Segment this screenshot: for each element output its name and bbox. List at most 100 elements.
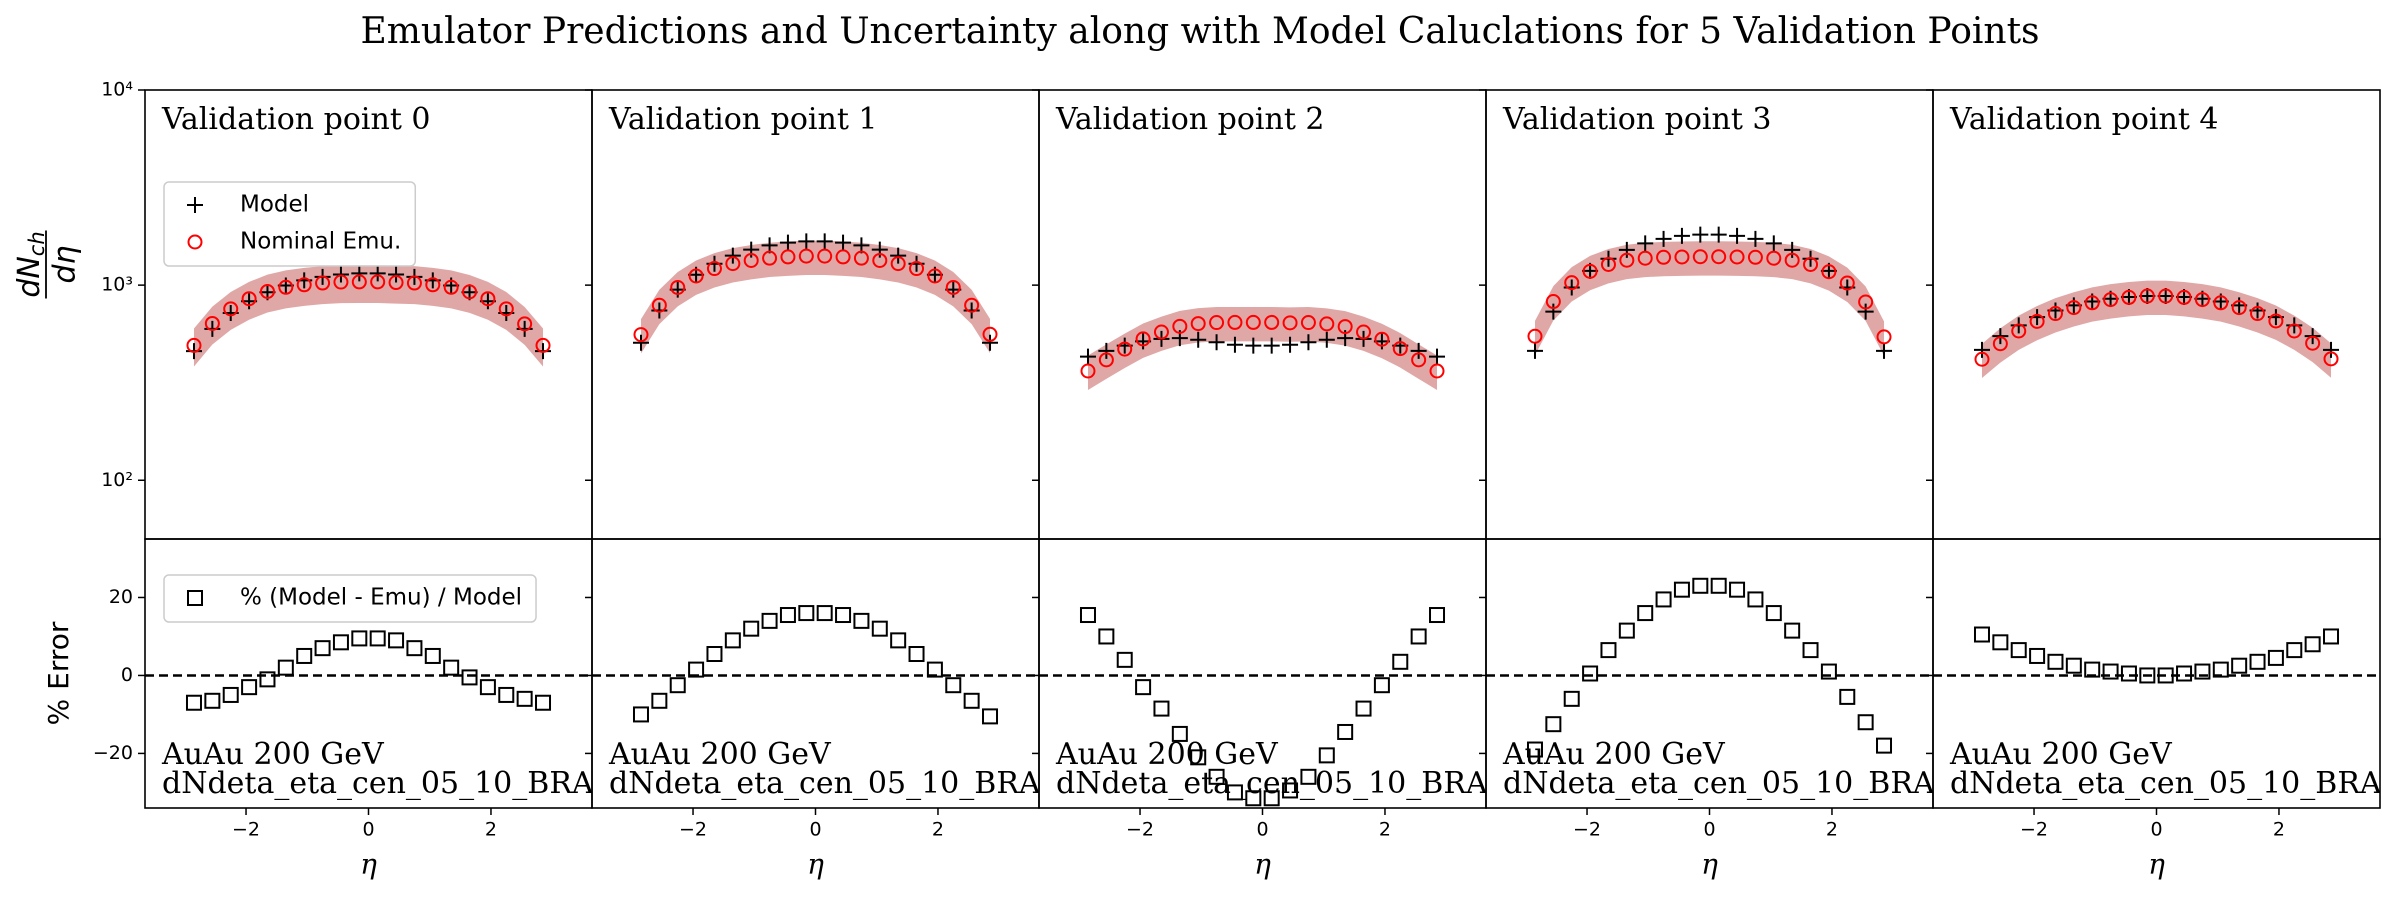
emulator-marker bbox=[223, 301, 239, 317]
model-marker bbox=[1857, 303, 1874, 320]
error-marker bbox=[890, 632, 907, 649]
error-marker bbox=[2249, 653, 2266, 670]
emulator-marker bbox=[1974, 351, 1990, 367]
legend-label: Model bbox=[240, 192, 309, 218]
y-tick-label: 20 bbox=[109, 586, 133, 608]
annotation: dNdeta_eta_cen_05_10_BRAH bbox=[609, 766, 1067, 801]
emulator-marker bbox=[890, 256, 906, 272]
error-marker bbox=[1600, 642, 1617, 659]
error-marker bbox=[816, 605, 833, 622]
model-marker bbox=[835, 234, 852, 251]
y-label-denominator: dη bbox=[48, 245, 83, 283]
error-marker bbox=[2102, 663, 2119, 680]
plot-area bbox=[1486, 577, 1933, 758]
emulator-marker bbox=[278, 279, 294, 295]
error-marker bbox=[498, 686, 515, 703]
error-marker bbox=[706, 646, 723, 663]
model-marker bbox=[1545, 303, 1562, 320]
x-tick-label: 2 bbox=[1379, 819, 1391, 841]
model-marker bbox=[1618, 241, 1635, 258]
model-marker bbox=[369, 265, 386, 282]
error-marker bbox=[1429, 607, 1446, 624]
error-marker bbox=[2120, 665, 2137, 682]
x-tick-label: 0 bbox=[2150, 819, 2162, 841]
model-marker bbox=[1429, 348, 1446, 365]
emulator-marker bbox=[1282, 315, 1298, 331]
emulator-marker bbox=[1135, 331, 1151, 347]
error-marker bbox=[1190, 749, 1207, 766]
error-marker bbox=[1973, 626, 1990, 643]
error-marker bbox=[1355, 700, 1372, 717]
plot-area bbox=[185, 265, 552, 367]
emulator-marker bbox=[1411, 352, 1427, 368]
emulator-marker bbox=[2121, 289, 2137, 305]
error-marker bbox=[1208, 768, 1225, 785]
error-marker bbox=[945, 677, 962, 694]
error-marker bbox=[1116, 651, 1133, 668]
emulator-marker bbox=[296, 277, 312, 293]
model-marker bbox=[1263, 337, 1280, 354]
model-marker bbox=[1098, 342, 1115, 359]
model-marker bbox=[1637, 235, 1654, 252]
emulator-marker bbox=[817, 248, 833, 264]
emulator-marker bbox=[1429, 363, 1445, 379]
emulator-marker bbox=[1172, 318, 1188, 334]
emulator-marker bbox=[1729, 249, 1745, 265]
emulator-marker bbox=[333, 274, 349, 290]
model-marker bbox=[982, 334, 999, 351]
error-marker bbox=[688, 661, 705, 678]
x-tick-label: 0 bbox=[1256, 819, 1268, 841]
emulator-marker bbox=[688, 268, 704, 284]
error-marker bbox=[632, 706, 649, 723]
uncertainty-band bbox=[1087, 306, 1438, 391]
legend-marker bbox=[187, 234, 203, 250]
error-marker bbox=[1729, 581, 1746, 598]
emulator-marker bbox=[498, 301, 514, 317]
emulator-marker bbox=[2103, 292, 2119, 308]
emulator-marker bbox=[1674, 249, 1690, 265]
error-marker bbox=[1263, 790, 1280, 807]
emulator-marker bbox=[1564, 275, 1580, 291]
error-marker bbox=[743, 620, 760, 637]
model-marker bbox=[1692, 226, 1709, 243]
plot-area bbox=[592, 605, 1039, 725]
error-marker bbox=[1655, 591, 1672, 608]
emulator-marker bbox=[1858, 294, 1874, 310]
error-marker bbox=[406, 640, 423, 657]
model-marker bbox=[743, 241, 760, 258]
error-marker bbox=[2323, 628, 2340, 645]
error-marker bbox=[1245, 790, 1262, 807]
x-tick-label: 2 bbox=[1826, 819, 1838, 841]
error-marker bbox=[1410, 628, 1427, 645]
model-marker bbox=[1079, 348, 1096, 365]
emulator-marker bbox=[743, 252, 759, 268]
model-marker bbox=[1190, 331, 1207, 348]
model-marker bbox=[1526, 342, 1543, 359]
model-marker bbox=[351, 265, 368, 282]
emulator-marker bbox=[1153, 324, 1169, 340]
annotation: dNdeta_eta_cen_05_10_BRAH bbox=[162, 766, 620, 801]
error-marker bbox=[2286, 642, 2303, 659]
emulator-marker bbox=[1209, 315, 1225, 331]
y-tick-label: 10³ bbox=[101, 274, 133, 296]
emulator-marker bbox=[2305, 335, 2321, 351]
x-tick-label: 2 bbox=[485, 819, 497, 841]
error-marker bbox=[241, 679, 258, 696]
emulator-marker bbox=[1711, 249, 1727, 265]
panel-title: Validation point 0 bbox=[161, 102, 431, 137]
error-marker bbox=[1992, 634, 2009, 651]
error-marker bbox=[1563, 690, 1580, 707]
error-marker bbox=[1545, 716, 1562, 733]
error-marker bbox=[424, 647, 441, 664]
emulator-marker bbox=[2323, 351, 2339, 367]
error-marker bbox=[1820, 663, 1837, 680]
emulator-marker bbox=[2158, 288, 2174, 304]
error-marker bbox=[1747, 591, 1764, 608]
emulator-marker bbox=[945, 279, 961, 295]
emulator-marker bbox=[1356, 324, 1372, 340]
emulator-marker bbox=[1080, 363, 1096, 379]
error-marker bbox=[2065, 657, 2082, 674]
